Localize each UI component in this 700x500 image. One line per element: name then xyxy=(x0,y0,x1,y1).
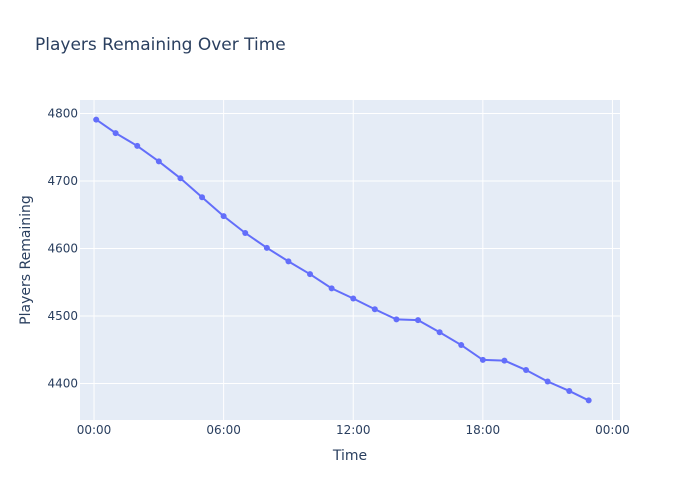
data-point xyxy=(242,230,249,236)
data-point xyxy=(112,130,119,137)
data-point xyxy=(371,306,378,313)
series-layer xyxy=(93,116,592,404)
data-point xyxy=(177,175,184,182)
data-point xyxy=(544,378,551,385)
data-point xyxy=(566,387,573,394)
y-axis-label: Players Remaining xyxy=(18,195,34,325)
x-tick-label: 18:00 xyxy=(466,423,501,437)
data-point xyxy=(285,258,292,265)
y-tick-label: 4400 xyxy=(47,377,78,391)
data-point xyxy=(350,295,357,302)
y-tick-label: 4700 xyxy=(47,174,78,188)
data-point xyxy=(307,271,314,278)
data-point xyxy=(523,367,530,374)
x-tick-label: 00:00 xyxy=(595,423,630,437)
data-point xyxy=(393,316,400,323)
data-point xyxy=(585,397,592,404)
data-point xyxy=(479,356,486,363)
data-point xyxy=(155,158,162,165)
data-point xyxy=(220,213,227,220)
series-line xyxy=(95,118,590,402)
tick-labels: 00:00 06:00 12:00 18:00 00:00 4400 4500 4600 470… xyxy=(47,107,629,437)
data-point xyxy=(436,329,443,336)
y-tick-label: 4800 xyxy=(47,107,78,121)
y-tick-label: 4600 xyxy=(47,242,78,256)
data-point xyxy=(134,142,141,149)
y-tick-label: 4500 xyxy=(47,309,78,323)
data-point xyxy=(199,194,206,201)
x-tick-label: 00:00 xyxy=(77,423,112,437)
x-axis-label: Time xyxy=(332,448,367,464)
plot-area xyxy=(80,100,620,420)
data-point xyxy=(415,317,422,324)
x-tick-label: 12:00 xyxy=(336,423,371,437)
data-point xyxy=(328,285,335,292)
data-point xyxy=(501,357,508,364)
grid-lines xyxy=(80,100,620,420)
chart-title: Players Remaining Over Time xyxy=(35,35,286,55)
x-tick-label: 06:00 xyxy=(206,423,241,437)
data-point xyxy=(458,342,465,349)
data-point xyxy=(93,116,100,123)
data-point xyxy=(263,244,270,251)
